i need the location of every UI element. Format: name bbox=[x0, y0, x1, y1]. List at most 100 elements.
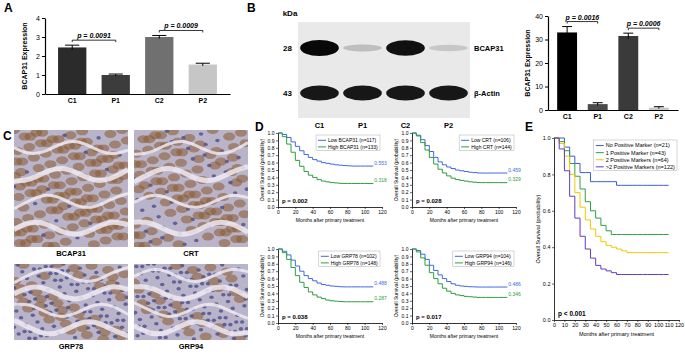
tick: 0 bbox=[277, 207, 280, 215]
axis-line bbox=[278, 134, 279, 208]
ihc-cell bbox=[66, 306, 70, 310]
axis-line bbox=[549, 110, 679, 111]
ihc-cell bbox=[96, 155, 108, 163]
tick-label: 40 bbox=[535, 13, 543, 20]
tick-label: 20 bbox=[427, 209, 433, 215]
tick: 120 bbox=[378, 323, 387, 331]
tick: 0.3 bbox=[402, 182, 412, 188]
end-label: 0.287 bbox=[374, 295, 387, 301]
ihc-cell bbox=[107, 298, 111, 302]
tick-label: 0.5 bbox=[402, 283, 409, 289]
tick: 60 bbox=[462, 207, 468, 215]
tick-label: 70 bbox=[624, 322, 630, 328]
end-label: 0.318 bbox=[374, 177, 387, 183]
error-bar bbox=[65, 45, 79, 50]
tick-label: 1 bbox=[36, 72, 40, 79]
km-chart: 0.00.10.20.30.40.50.60.70.80.91.00204060… bbox=[259, 246, 387, 339]
tick: 60 bbox=[328, 207, 334, 215]
ihc-cell bbox=[116, 312, 120, 316]
tick-mark bbox=[276, 207, 278, 208]
axis: 0.00.10.20.30.40.50.60.70.80.91.0 bbox=[402, 246, 413, 326]
legend-box bbox=[453, 251, 514, 267]
plot-area bbox=[554, 138, 669, 275]
bar bbox=[618, 36, 638, 110]
tick-mark bbox=[552, 247, 554, 248]
ihc-cell bbox=[94, 271, 98, 275]
ihc-cell bbox=[83, 151, 87, 155]
tick: 80 bbox=[345, 323, 351, 331]
ihc-cell bbox=[150, 177, 162, 185]
ihc-cell bbox=[15, 264, 19, 267]
tick-mark bbox=[276, 301, 278, 302]
tick: 0.8 bbox=[402, 145, 412, 151]
ihc-cell bbox=[155, 276, 159, 280]
ihc-cell bbox=[149, 131, 161, 139]
axis-title: Overall Survival (probability) bbox=[393, 254, 399, 317]
ihc-cell bbox=[141, 295, 145, 299]
ihc-cell bbox=[33, 202, 37, 206]
ihc-cell bbox=[156, 215, 160, 219]
tick-mark bbox=[410, 192, 412, 193]
tick-label: 0.2 bbox=[268, 305, 275, 311]
ihc-cell bbox=[218, 316, 222, 320]
legend-swatch bbox=[596, 145, 604, 146]
ihc-cell bbox=[162, 306, 166, 310]
tick-mark bbox=[276, 308, 278, 309]
tick-mark bbox=[410, 170, 412, 171]
km-chart: 0.00.10.20.30.40.50.60.70.80.91.00204060… bbox=[393, 246, 521, 339]
tick-label: 40 bbox=[310, 209, 316, 215]
tick: 0.9 bbox=[402, 254, 412, 260]
ihc-cell bbox=[60, 238, 72, 246]
tick-label: 0.6 bbox=[543, 208, 551, 214]
ihc-cell bbox=[27, 336, 31, 340]
tick-label: 120 bbox=[512, 209, 521, 215]
axis-title: Months after primary treatment bbox=[430, 217, 499, 223]
tick: 0.6 bbox=[402, 276, 412, 282]
tick-mark bbox=[276, 148, 278, 149]
axis-line bbox=[548, 17, 549, 111]
ihc-cell bbox=[228, 323, 232, 327]
ihc-cell bbox=[90, 215, 102, 223]
ihc-cell bbox=[207, 312, 211, 316]
ihc-cell bbox=[192, 337, 196, 340]
tick: 40 bbox=[535, 13, 548, 20]
ihc-cell bbox=[168, 173, 180, 181]
ihc-cell bbox=[227, 154, 239, 162]
tick: 0.7 bbox=[268, 268, 278, 274]
tick: P2 bbox=[655, 110, 664, 120]
tick: 100 bbox=[361, 207, 370, 215]
ihc-stroma bbox=[134, 303, 248, 319]
panel-label: B bbox=[247, 1, 256, 15]
legend-swatch bbox=[455, 262, 463, 263]
tick: 90 bbox=[645, 320, 651, 328]
tick-mark bbox=[410, 207, 412, 208]
ihc-cell bbox=[170, 264, 182, 270]
ihc-cell bbox=[14, 130, 20, 134]
tick-label: 0.1 bbox=[402, 313, 409, 319]
tick-mark bbox=[276, 140, 278, 141]
tick: 20 bbox=[293, 323, 299, 331]
legend-entry: Low GRP94 (n=104) bbox=[465, 253, 511, 259]
ihc-cell bbox=[234, 200, 246, 208]
tick-label: 0.4 bbox=[268, 175, 275, 181]
tick-label: 60 bbox=[328, 325, 334, 331]
ihc-stroma bbox=[14, 304, 128, 316]
tick-mark bbox=[42, 75, 45, 76]
tick: 0.8 bbox=[402, 261, 412, 267]
tick-label: 30 bbox=[583, 322, 589, 328]
ihc-cell bbox=[19, 133, 31, 141]
tick: 0.6 bbox=[268, 160, 278, 166]
ihc-cell bbox=[56, 156, 68, 164]
legend-box bbox=[594, 140, 677, 170]
ihc-cell bbox=[62, 133, 66, 137]
tick: 0.4 bbox=[402, 291, 412, 297]
km-chart: 0.00.20.40.60.81.00102030405060708090100… bbox=[535, 135, 684, 337]
ihc-cell bbox=[183, 328, 195, 336]
ihc-cell bbox=[74, 209, 86, 217]
tick-label: 0.4 bbox=[268, 291, 275, 297]
ihc-cell bbox=[159, 152, 171, 160]
ihc-cell bbox=[212, 319, 216, 323]
tick-mark bbox=[545, 110, 548, 111]
legend: Low BCAP31 (n=117)High BCAP31 (n=133) bbox=[316, 135, 380, 151]
lane-label: C1 bbox=[315, 121, 325, 130]
